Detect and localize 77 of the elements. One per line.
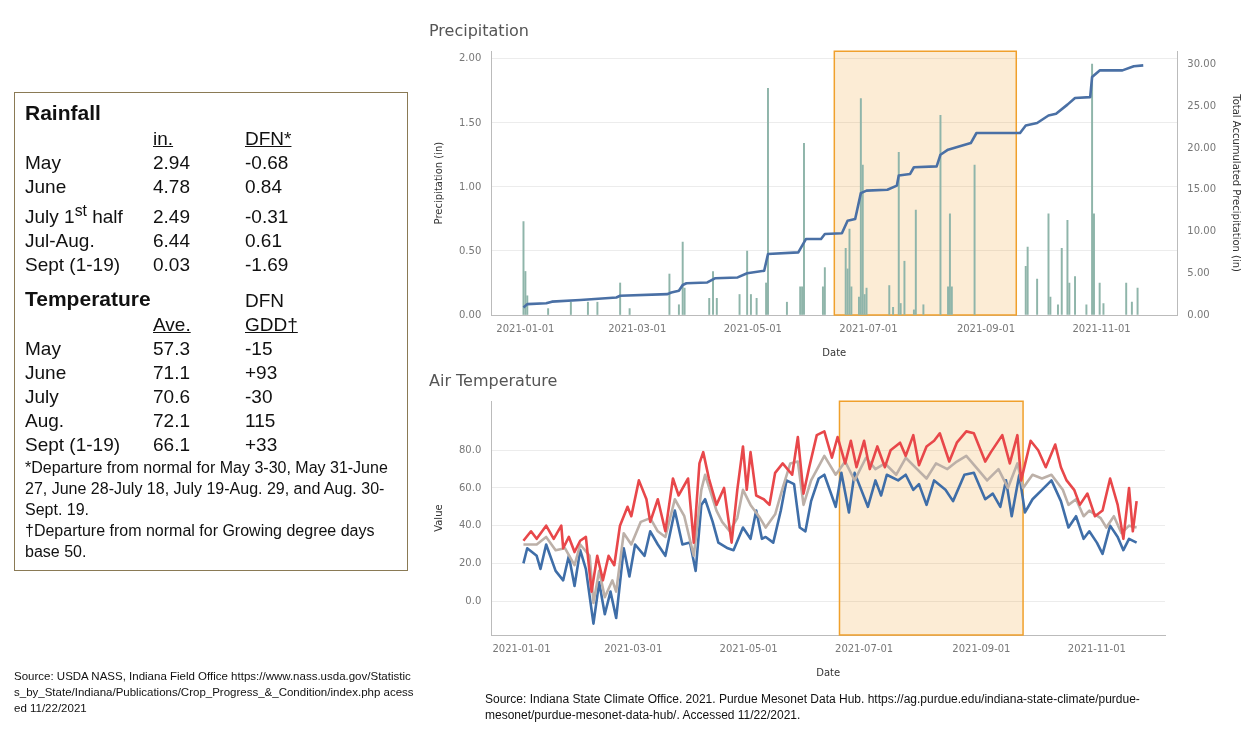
y-tick-label: 0.00	[459, 308, 482, 320]
y-tick-label: 2.00	[459, 52, 482, 64]
text: Temperature	[25, 286, 152, 313]
y-tick-label: 0.50	[459, 244, 482, 256]
category-label: May	[25, 151, 62, 175]
text: GDD†	[245, 313, 298, 338]
y2-tick-label: 25.00	[1187, 99, 1217, 111]
y-axis-title: Value	[432, 504, 444, 532]
x-tick-label: 2021-09-01	[952, 642, 1011, 654]
data-label: 0.84	[245, 175, 283, 199]
text: DFN*	[245, 127, 292, 151]
x-tick-label: 2021-07-01	[839, 322, 898, 334]
x-tick-label: 2021-07-01	[835, 642, 894, 654]
category-label: Aug.	[25, 409, 66, 434]
chart-title: Precipitation	[429, 20, 530, 40]
x-tick-label: 2021-09-01	[956, 322, 1016, 334]
y2-axis-title: Total Accumulated Precipitation (in)	[1231, 93, 1243, 273]
y-tick-label: 80.0	[459, 443, 482, 455]
y-tick-label: 20.0	[459, 556, 482, 568]
x-axis-title: Date	[816, 666, 841, 678]
text: *Departure from normal for May 3-30, May 31-June 27, June 28-July 18, July 19-Aug. 29, and Aug. 30-Sept. 19.	[25, 458, 389, 521]
category-label: May	[25, 337, 62, 362]
y2-tick-label: 30.00	[1187, 58, 1217, 70]
text: in.	[153, 127, 175, 151]
category-label: June	[25, 361, 68, 386]
category-label: Sept (1-19)	[25, 433, 122, 458]
data-label: 0.03	[153, 253, 191, 278]
text: DFN	[245, 289, 286, 314]
x-tick-label: 2021-01-01	[496, 322, 555, 334]
y2-tick-label: 5.00	[1187, 266, 1210, 278]
x-tick-label: 2021-01-01	[492, 642, 551, 654]
category-label: June	[25, 175, 68, 199]
x-tick-label: 2021-11-01	[1072, 322, 1131, 334]
y-tick-label: 60.0	[459, 481, 482, 493]
y-tick-label: 40.0	[459, 519, 482, 531]
x-tick-label: 2021-03-01	[604, 642, 663, 654]
y-tick-label: 0.0	[465, 594, 482, 606]
data-label: 0.61	[245, 229, 283, 254]
x-tick-label: 2021-05-01	[723, 322, 782, 334]
source-note: Source: USDA NASS, Indiana Field Office https://www.nass.usda.gov/Statistics_by_State/Indiana/Publications/Crop_Progress_&_Condition/index.php acessed 11/22/2021	[14, 669, 414, 716]
data-label: +93	[245, 361, 279, 386]
source-note: Source: Indiana State Climate Office. 2021. Purdue Mesonet Data Hub. https://ag.purdue.edu/indiana-state-climate/purdue-mesonet/purdue-mesonet-data-hub/. Accessed 11/22/2021.	[485, 691, 1141, 723]
data-label: -1.69	[245, 253, 290, 278]
category-label: Sept (1-19)	[25, 253, 122, 278]
data-label: +33	[245, 433, 279, 458]
data-label: 2.49	[153, 205, 191, 230]
text: Ave.	[153, 313, 192, 338]
text: Rainfall	[25, 100, 102, 126]
y-tick-label: 1.00	[459, 180, 482, 192]
category-label: Jul-Aug.	[25, 229, 96, 254]
data-label: -0.68	[245, 151, 290, 175]
data-label: 71.1	[153, 361, 191, 386]
chart-title: Air Temperature	[429, 370, 558, 390]
y-tick-label: 1.50	[459, 116, 482, 128]
category-label: July	[25, 385, 60, 410]
data-label: 66.1	[153, 433, 191, 458]
data-label: -15	[245, 337, 274, 362]
y2-tick-label: 20.00	[1187, 141, 1217, 153]
y2-tick-label: 15.00	[1187, 183, 1217, 195]
x-axis-title: Date	[822, 346, 847, 358]
text: †Departure from normal for Growing degree days base 50.	[25, 521, 376, 563]
x-tick-label: 2021-05-01	[719, 642, 778, 654]
data-label: 2.94	[153, 151, 191, 175]
category-label: July 1$^{st}$ half	[25, 201, 124, 230]
y-axis-title: Precipitation (in)	[432, 141, 444, 225]
x-tick-label: 2021-11-01	[1067, 642, 1126, 654]
data-label: -30	[245, 385, 274, 410]
data-label: -0.31	[245, 205, 290, 230]
y2-tick-label: 0.00	[1187, 308, 1210, 320]
data-label: 70.6	[153, 385, 191, 410]
data-label: 6.44	[153, 229, 191, 254]
data-label: 115	[245, 409, 277, 434]
x-tick-label: 2021-03-01	[608, 322, 667, 334]
y2-tick-label: 10.00	[1187, 225, 1217, 237]
data-label: 72.1	[153, 409, 191, 434]
data-label: 57.3	[153, 337, 191, 362]
data-label: 4.78	[153, 175, 191, 199]
